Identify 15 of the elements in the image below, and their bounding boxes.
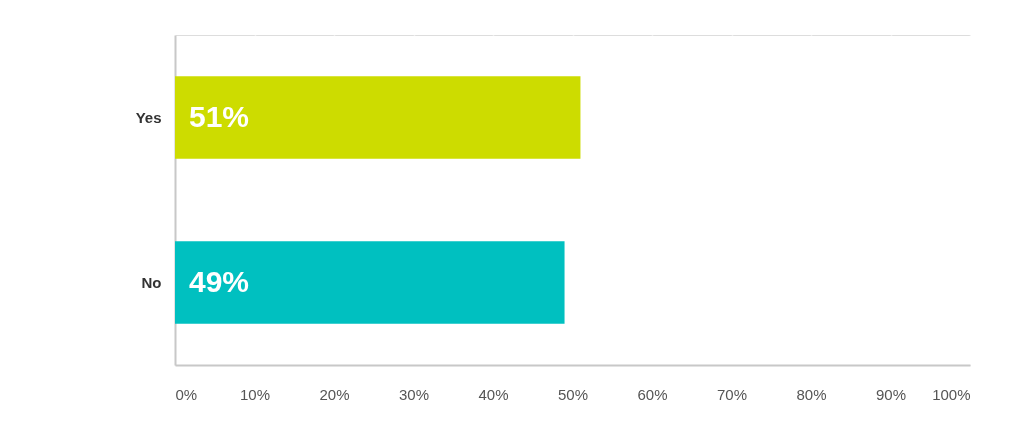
x-tick-label: 20% xyxy=(319,385,350,403)
data-label: 51% xyxy=(189,99,250,133)
x-tick-label: 60% xyxy=(637,385,668,403)
x-tick-label: 40% xyxy=(478,385,509,403)
x-tick-label: 80% xyxy=(796,385,827,403)
x-tick-label: 100% xyxy=(932,385,971,403)
x-tick-label: 90% xyxy=(875,385,907,403)
x-tick-label: 10% xyxy=(239,385,271,403)
x-tick-label: 30% xyxy=(398,385,430,403)
y-tick-label: No xyxy=(141,273,162,291)
x-tick-label: 50% xyxy=(557,385,589,403)
data-label: 49% xyxy=(189,264,250,298)
x-tick-label: 0% xyxy=(175,385,198,403)
y-tick-label: Yes xyxy=(135,108,162,126)
x-tick-label: 70% xyxy=(716,385,748,403)
